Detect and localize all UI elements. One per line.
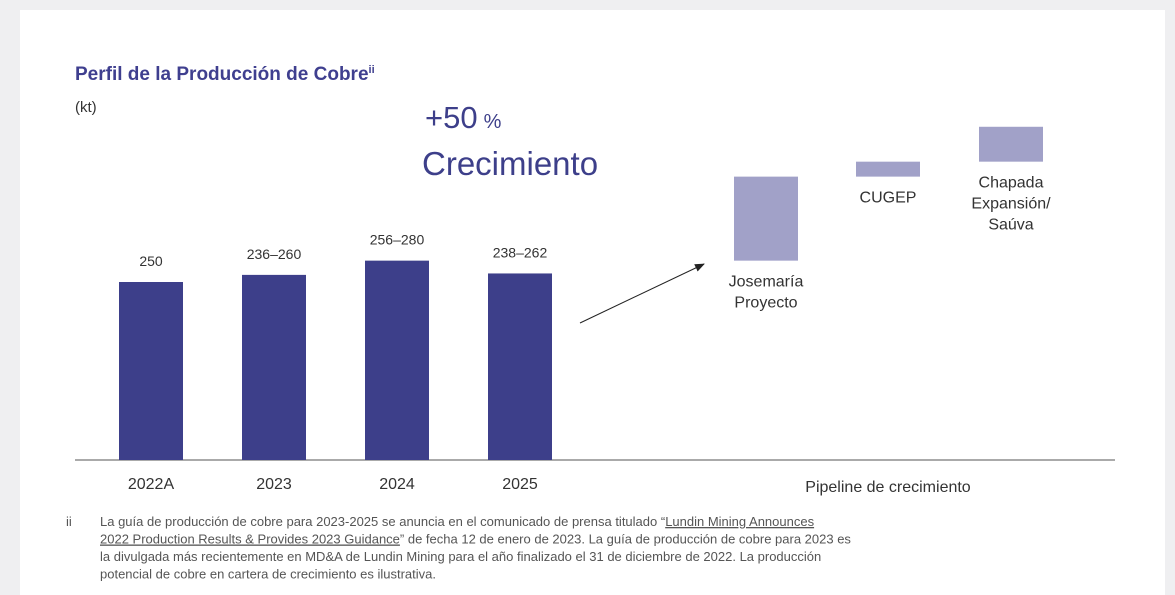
- x-tick-label: 2022A: [128, 476, 175, 493]
- footnote-line: la divulgada más recientemente en MD&A d…: [100, 549, 821, 564]
- pipeline-label-line: CUGEP: [860, 190, 917, 207]
- x-tick-label: 2024: [379, 476, 415, 493]
- pipeline-label: Josemaría Proyecto: [729, 274, 804, 312]
- footnote-link: Lundin Mining Announces: [665, 514, 814, 529]
- bar: [119, 282, 183, 460]
- footnote-text: La guía de producción de cobre para 2023…: [100, 514, 665, 529]
- pipeline-axis-label: Pipeline de crecimiento: [805, 479, 971, 496]
- pipeline-label-line: Josemaría: [729, 274, 804, 291]
- footnote-line: 2022 Production Results & Provides 2023 …: [100, 532, 851, 547]
- headline-text: Crecimiento: [422, 145, 598, 182]
- pipeline-label-line: Chapada: [979, 175, 1044, 192]
- card: [20, 10, 1165, 595]
- headline-number: +50: [425, 100, 478, 135]
- footnote-text: ” de fecha 12 de enero de 2023. La guía …: [400, 532, 852, 547]
- chart-title: Perfil de la Producción de Cobreii: [75, 64, 375, 85]
- footnote-line: La guía de producción de cobre para 2023…: [100, 514, 815, 529]
- footnote-text: potencial de cobre en cartera de crecimi…: [100, 567, 436, 582]
- x-tick-label: 2023: [256, 476, 292, 493]
- value-label: 250: [139, 253, 163, 269]
- arrow: [579, 263, 705, 324]
- footnote-line: potencial de cobre en cartera de crecimi…: [100, 567, 436, 582]
- value-label: 256–280: [370, 232, 425, 248]
- footnote-marker: ii: [66, 514, 72, 529]
- bar: [365, 260, 429, 460]
- pipeline-label-line: Saúva: [988, 217, 1033, 234]
- footnote-link: 2022 Production Results & Provides 2023 …: [100, 532, 400, 547]
- value-label: 236–260: [247, 246, 302, 262]
- footnote-text: la divulgada más recientemente en MD&A d…: [100, 549, 821, 564]
- x-tick-label: 2025: [502, 476, 538, 493]
- bar: [488, 273, 552, 460]
- headline-value: +50%: [425, 100, 502, 135]
- pipeline-bar: [734, 176, 798, 261]
- pipeline-label-line: Expansión/: [971, 196, 1051, 213]
- pipeline-bar: [979, 126, 1043, 162]
- pipeline-label: CUGEP: [860, 190, 917, 207]
- headline-unit: %: [484, 111, 502, 133]
- pipeline-bar: [856, 161, 920, 177]
- title-superscript: ii: [369, 64, 375, 76]
- pipeline-label-line: Proyecto: [734, 295, 797, 312]
- pipeline-label: Chapada Expansión/Saúva: [971, 175, 1051, 234]
- bar: [242, 274, 306, 460]
- value-label: 238–262: [493, 244, 548, 260]
- unit-label: (kt): [75, 99, 97, 116]
- title-text: Perfil de la Producción de Cobre: [75, 64, 369, 85]
